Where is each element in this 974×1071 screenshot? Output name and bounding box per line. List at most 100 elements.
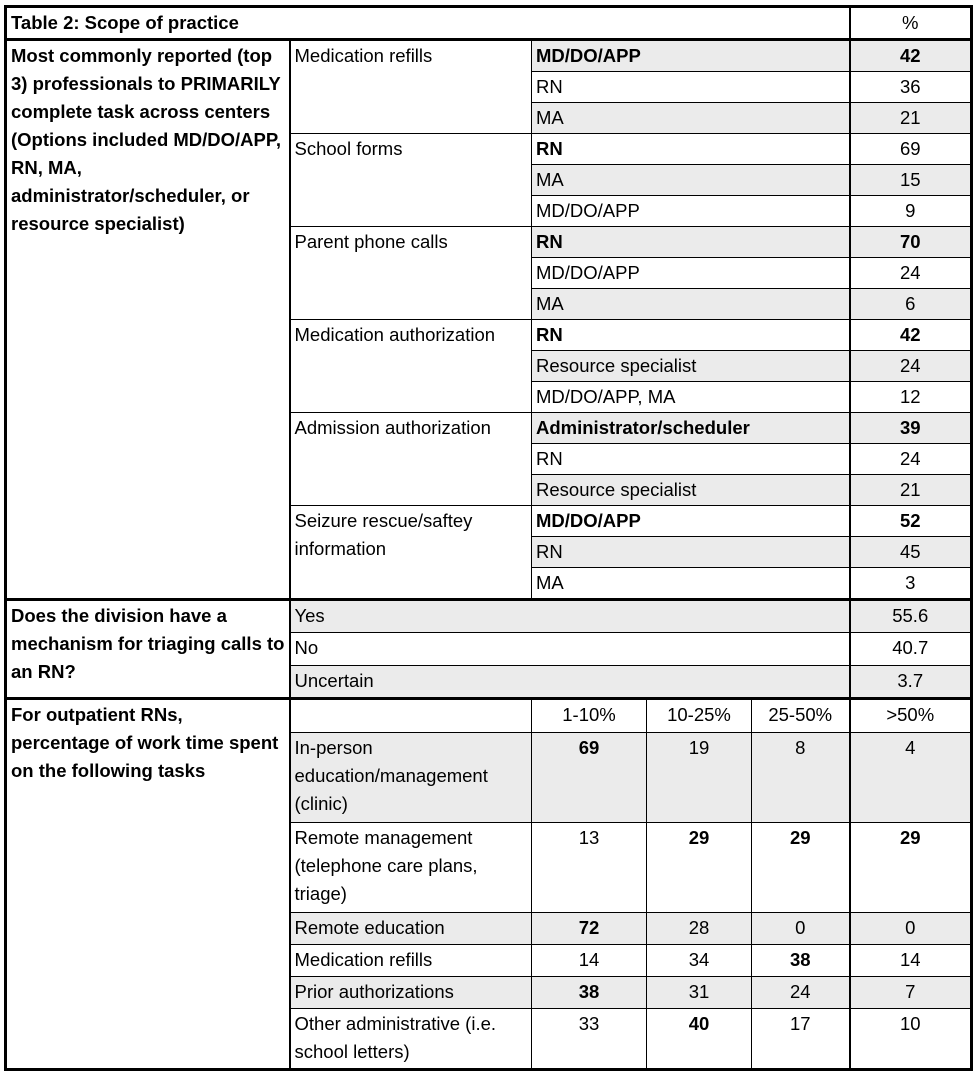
table-row: RN 24 <box>6 443 972 475</box>
task-name: Seizure rescue/saftey information <box>289 505 532 600</box>
column-header: >50% <box>848 697 972 733</box>
column-header: 25-50% <box>751 697 850 733</box>
table-row: RN 45 <box>6 536 972 568</box>
professional: RN <box>531 226 850 258</box>
section1-label: Most commonly reported (top 3) professio… <box>5 38 291 600</box>
answer: Uncertain <box>289 665 850 699</box>
professional: RN <box>531 319 850 351</box>
percent-value: 13 <box>531 822 647 913</box>
percent-value: 21 <box>848 102 972 134</box>
answer: Yes <box>289 598 850 633</box>
table-row: Parent phone calls RN 70 <box>6 226 972 320</box>
professional: Resource specialist <box>531 350 850 382</box>
percent-value: 8 <box>751 732 850 823</box>
percent-value: 24 <box>848 257 972 289</box>
table-row: Medication refills 14 34 38 14 <box>6 944 972 977</box>
professional: MD/DO/APP <box>531 38 850 72</box>
percent-value: 38 <box>751 944 850 977</box>
percent-value: 4 <box>848 732 972 823</box>
professional: MD/DO/APP <box>531 257 850 289</box>
professional: MA <box>531 164 850 196</box>
professional: RN <box>531 133 850 165</box>
percent-value: 29 <box>751 822 850 913</box>
percent-value: 38 <box>531 976 647 1009</box>
percent-value: 70 <box>848 226 972 258</box>
percent-value: 9 <box>848 195 972 227</box>
percent-value: 29 <box>848 822 972 913</box>
percent-value: 24 <box>848 350 972 382</box>
percent-value: 6 <box>848 288 972 320</box>
column-header: 10-25% <box>646 697 752 733</box>
percent-header: % <box>848 6 972 40</box>
task-name: Remote management (telephone care plans,… <box>289 822 532 913</box>
percent-value: 34 <box>646 944 752 977</box>
task-name: Other administrative (i.e. school letter… <box>289 1008 532 1070</box>
table-row: Does the division have a mechanism for t… <box>5 598 972 699</box>
percent-value: 39 <box>848 412 972 444</box>
table-title: Table 2: Scope of practice <box>5 6 850 40</box>
professional: RN <box>531 443 850 475</box>
percent-value: 69 <box>531 732 647 823</box>
percent-value: 0 <box>751 912 850 945</box>
task-name: Medication refills <box>289 944 532 977</box>
percent-value: 31 <box>646 976 752 1009</box>
table-row: MD/DO/APP 9 <box>6 195 972 227</box>
percent-value: 12 <box>848 381 972 413</box>
task-name: Parent phone calls <box>289 226 532 320</box>
task-name: Remote education <box>289 912 532 945</box>
percent-value: 40.7 <box>848 632 972 666</box>
percent-value: 24 <box>751 976 850 1009</box>
blank-header <box>289 697 532 733</box>
percent-value: 24 <box>848 443 972 475</box>
percent-value: 40 <box>646 1008 752 1070</box>
professional: Administrator/scheduler <box>531 412 850 444</box>
professional: MA <box>531 567 850 600</box>
task-name: Medication refills <box>289 38 532 134</box>
percent-value: 14 <box>848 944 972 977</box>
professional: RN <box>531 536 850 568</box>
percent-value: 3.7 <box>848 665 972 699</box>
percent-value: 42 <box>848 38 972 72</box>
percent-value: 72 <box>531 912 647 945</box>
task-name: Medication authorization <box>289 319 532 413</box>
percent-value: 0 <box>848 912 972 945</box>
professional: Resource specialist <box>531 474 850 506</box>
professional: MD/DO/APP <box>531 505 850 537</box>
table-row: Resource specialist 24 <box>6 350 972 382</box>
answer: No <box>289 632 850 666</box>
percent-value: 69 <box>848 133 972 165</box>
percent-value: 52 <box>848 505 972 537</box>
professional: MD/DO/APP, MA <box>531 381 850 413</box>
table-row: For outpatient RNs, percentage of work t… <box>5 697 972 1070</box>
percent-value: 19 <box>646 732 752 823</box>
professional: MA <box>531 102 850 134</box>
professional: MD/DO/APP <box>531 195 850 227</box>
percent-value: 42 <box>848 319 972 351</box>
task-name: Admission authorization <box>289 412 532 506</box>
percent-value: 3 <box>848 567 972 600</box>
percent-value: 36 <box>848 71 972 103</box>
percent-value: 10 <box>848 1008 972 1070</box>
percent-value: 21 <box>848 474 972 506</box>
section3-label: For outpatient RNs, percentage of work t… <box>5 697 291 1070</box>
table-row: In-person education/management (clinic) 6… <box>6 732 972 823</box>
task-name: School forms <box>289 133 532 227</box>
percent-value: 29 <box>646 822 752 913</box>
percent-value: 17 <box>751 1008 850 1070</box>
table-row: Remote education 72 28 0 0 <box>6 912 972 945</box>
percent-value: 45 <box>848 536 972 568</box>
percent-value: 15 <box>848 164 972 196</box>
percent-value: 33 <box>531 1008 647 1070</box>
table-row: RN 36 <box>6 71 972 103</box>
scope-of-practice-table: Table 2: Scope of practice% Most commonly… <box>4 5 973 1071</box>
table-row: Resource specialist 21 <box>6 474 972 506</box>
professional: MA <box>531 288 850 320</box>
table-row: MA 15 <box>6 164 972 196</box>
percent-value: 28 <box>646 912 752 945</box>
table-row: MD/DO/APP 24 <box>6 257 972 289</box>
percent-value: 55.6 <box>848 598 972 633</box>
table-row: MA 21 <box>6 102 972 134</box>
table-row: School forms RN 69 <box>6 133 972 227</box>
column-header: 1-10% <box>531 697 647 733</box>
table-row: Most commonly reported (top 3) professio… <box>5 38 972 600</box>
